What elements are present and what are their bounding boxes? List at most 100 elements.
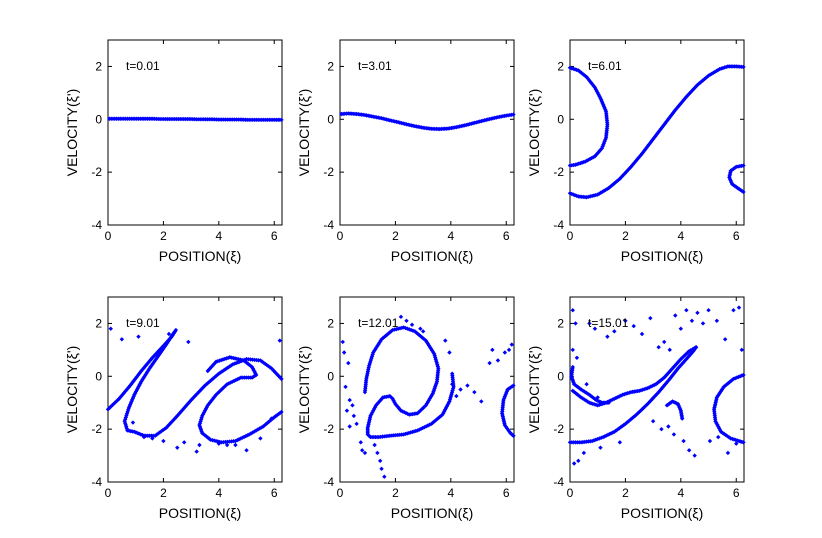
data-point — [675, 366, 681, 371]
data-point — [506, 347, 512, 353]
x-tick-label: 2 — [622, 229, 629, 243]
data-point — [617, 176, 623, 181]
data-point — [649, 138, 655, 143]
data-point — [354, 421, 359, 427]
data-point — [123, 422, 128, 428]
data-point — [670, 366, 675, 371]
data-point — [688, 351, 694, 357]
y-axis-label: VELOCITY(ξ') — [296, 346, 312, 434]
data-point — [181, 440, 187, 445]
data-point — [569, 191, 574, 197]
data-point — [659, 125, 665, 130]
data-point — [656, 345, 661, 350]
data-point — [153, 357, 158, 362]
data-point — [237, 359, 242, 364]
data-point — [591, 438, 597, 443]
y-tick-label: 2 — [557, 59, 564, 73]
data-point — [487, 360, 492, 366]
data-point — [629, 163, 635, 168]
data-point — [244, 360, 249, 365]
data-point — [418, 326, 423, 331]
data-point — [734, 441, 739, 446]
y-axis-label: VELOCITY(ξ') — [526, 346, 542, 434]
x-axis-label: POSITION(ξ) — [621, 505, 704, 521]
data-point — [595, 192, 600, 197]
data-points — [340, 314, 516, 479]
panel-time-label: t=3.01 — [358, 59, 392, 73]
data-point — [166, 337, 172, 343]
data-point — [145, 369, 150, 374]
data-point — [490, 347, 495, 353]
data-point — [630, 415, 635, 421]
data-point — [615, 427, 620, 432]
y-axis-label: VELOCITY(ξ') — [526, 89, 542, 177]
x-tick-label: 2 — [622, 486, 629, 500]
data-point — [225, 365, 231, 370]
data-point — [664, 372, 669, 378]
data-points — [567, 64, 746, 200]
data-point — [570, 388, 575, 394]
data-point — [125, 407, 131, 413]
data-point — [591, 193, 597, 198]
data-point — [736, 374, 741, 380]
y-tick-label: -2 — [91, 422, 102, 436]
data-points — [107, 116, 284, 123]
data-point — [679, 362, 684, 367]
data-point — [586, 77, 592, 83]
data-point — [704, 74, 710, 80]
data-point — [655, 391, 660, 396]
data-point — [277, 338, 282, 343]
data-point — [382, 474, 387, 479]
data-point — [680, 360, 686, 366]
data-point — [645, 144, 650, 149]
data-point — [692, 453, 697, 458]
data-point — [663, 120, 668, 126]
data-point — [398, 314, 404, 320]
data-point — [632, 160, 637, 165]
data-point — [714, 318, 720, 323]
data-point — [596, 92, 601, 97]
data-point — [637, 409, 642, 415]
data-point — [465, 383, 470, 388]
data-point — [197, 442, 202, 448]
data-point — [592, 85, 598, 90]
data-point — [658, 387, 664, 392]
data-point — [685, 93, 690, 98]
data-point — [132, 392, 137, 397]
data-point — [695, 82, 700, 88]
x-tick-label: 4 — [447, 486, 454, 500]
y-tick-label: 2 — [327, 316, 334, 330]
y-tick-label: 2 — [327, 59, 334, 73]
data-point — [587, 156, 593, 162]
data-point — [511, 383, 516, 388]
data-point — [592, 396, 598, 402]
data-point — [130, 420, 136, 425]
data-point — [698, 80, 703, 85]
data-point — [712, 413, 717, 418]
data-point — [597, 191, 602, 196]
x-axis-label: POSITION(ξ) — [159, 248, 242, 264]
data-point — [450, 371, 455, 376]
data-point — [645, 401, 650, 407]
data-point — [665, 379, 670, 385]
data-point — [202, 408, 208, 413]
data-point — [650, 396, 655, 401]
plot-area — [339, 296, 515, 483]
data-point — [204, 404, 210, 410]
axis-ticks: 0 2 4 6 -4 -2 0 2 — [323, 297, 514, 500]
data-point — [610, 430, 615, 435]
x-tick-label: 4 — [215, 486, 222, 500]
data-point — [675, 104, 680, 110]
data-point — [362, 450, 368, 456]
data-point — [450, 382, 455, 387]
data-point — [134, 387, 140, 393]
data-point — [737, 374, 743, 379]
data-point — [224, 366, 229, 371]
y-tick-label: 0 — [557, 369, 564, 383]
data-point — [601, 140, 607, 146]
data-point — [570, 308, 575, 313]
data-point — [667, 347, 672, 353]
data-point — [726, 435, 732, 440]
y-tick-label: 2 — [95, 59, 102, 73]
data-point — [624, 420, 629, 425]
